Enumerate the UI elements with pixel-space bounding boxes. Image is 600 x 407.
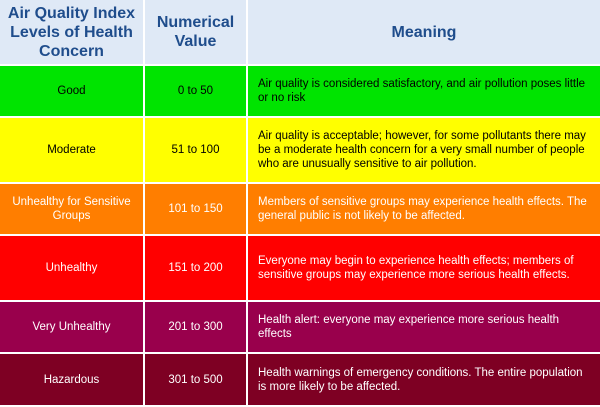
meaning-cell: Everyone may begin to experience health … — [248, 236, 600, 302]
header-level: Air Quality Index Levels of Health Conce… — [0, 0, 145, 66]
value-cell: 151 to 200 — [145, 236, 248, 302]
meaning-cell: Members of sensitive groups may experien… — [248, 184, 600, 236]
meaning-cell: Air quality is considered satisfactory, … — [248, 66, 600, 118]
level-cell: Unhealthy for Sensitive Groups — [0, 184, 145, 236]
level-cell: Good — [0, 66, 145, 118]
meaning-cell: Health alert: everyone may experience mo… — [248, 302, 600, 354]
level-cell: Moderate — [0, 118, 145, 184]
meaning-cell: Health warnings of emergency conditions.… — [248, 354, 600, 407]
value-cell: 51 to 100 — [145, 118, 248, 184]
value-cell: 0 to 50 — [145, 66, 248, 118]
level-cell: Hazardous — [0, 354, 145, 407]
level-cell: Very Unhealthy — [0, 302, 145, 354]
header-value: Numerical Value — [145, 0, 248, 66]
header-meaning: Meaning — [248, 0, 600, 66]
meaning-cell: Air quality is acceptable; however, for … — [248, 118, 600, 184]
value-cell: 101 to 150 — [145, 184, 248, 236]
value-cell: 201 to 300 — [145, 302, 248, 354]
value-cell: 301 to 500 — [145, 354, 248, 407]
level-cell: Unhealthy — [0, 236, 145, 302]
